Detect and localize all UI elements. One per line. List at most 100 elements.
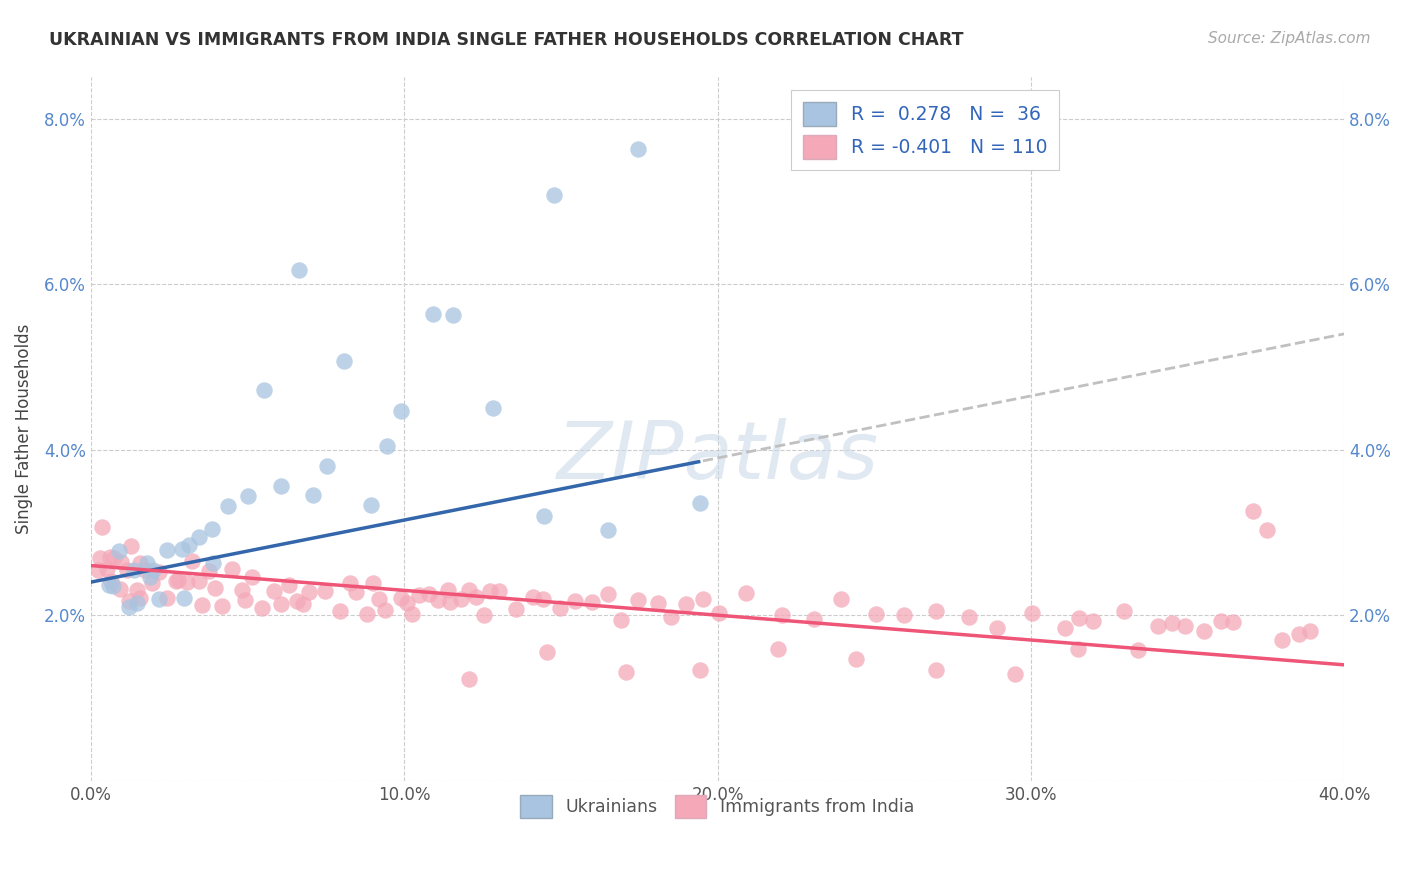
Point <box>1241 504 1264 518</box>
Point <box>581 595 603 609</box>
Point <box>450 591 472 606</box>
Point <box>118 599 141 614</box>
Point <box>464 590 486 604</box>
Point <box>240 570 263 584</box>
Point <box>292 597 315 611</box>
Point <box>1222 615 1244 629</box>
Point <box>356 607 378 621</box>
Point <box>103 551 125 566</box>
Point <box>368 591 391 606</box>
Point <box>302 488 325 502</box>
Point <box>437 582 460 597</box>
Point <box>1256 523 1278 537</box>
Point <box>627 592 650 607</box>
Point <box>1126 643 1149 657</box>
Point <box>1271 632 1294 647</box>
Point <box>564 594 586 608</box>
Point <box>627 142 650 156</box>
Point <box>986 621 1008 635</box>
Point <box>488 583 510 598</box>
Point <box>675 597 697 611</box>
Point <box>201 522 224 536</box>
Point <box>735 585 758 599</box>
Point <box>250 601 273 615</box>
Point <box>536 645 558 659</box>
Point <box>134 563 156 577</box>
Point <box>190 598 212 612</box>
Point <box>458 673 481 687</box>
Point <box>288 263 311 277</box>
Point <box>478 583 501 598</box>
Point <box>115 563 138 577</box>
Point <box>427 593 450 607</box>
Point <box>270 597 292 611</box>
Point <box>389 591 412 605</box>
Point <box>1114 603 1136 617</box>
Point <box>1146 619 1168 633</box>
Point <box>418 586 440 600</box>
Point <box>142 563 165 577</box>
Point <box>766 641 789 656</box>
Point <box>156 591 179 605</box>
Point <box>236 489 259 503</box>
Point <box>177 538 200 552</box>
Point <box>201 556 224 570</box>
Point <box>110 582 132 596</box>
Point <box>1209 614 1232 628</box>
Point <box>374 603 396 617</box>
Point <box>550 600 572 615</box>
Point <box>98 550 121 565</box>
Point <box>233 592 256 607</box>
Point <box>689 663 711 677</box>
Point <box>360 498 382 512</box>
Point <box>124 563 146 577</box>
Point <box>865 607 887 621</box>
Point <box>395 596 418 610</box>
Point <box>120 539 142 553</box>
Point <box>1004 666 1026 681</box>
Point <box>1174 618 1197 632</box>
Point <box>375 439 398 453</box>
Point <box>100 574 122 589</box>
Point <box>830 591 852 606</box>
Point <box>129 557 152 571</box>
Point <box>110 555 132 569</box>
Point <box>596 523 619 537</box>
Point <box>103 579 125 593</box>
Point <box>277 578 299 592</box>
Point <box>198 564 221 578</box>
Point <box>659 609 682 624</box>
Point <box>401 607 423 621</box>
Point <box>87 564 110 578</box>
Point <box>1067 611 1090 625</box>
Point <box>647 596 669 610</box>
Point <box>148 565 170 579</box>
Point <box>141 575 163 590</box>
Point <box>482 401 505 415</box>
Point <box>408 588 430 602</box>
Text: UKRAINIAN VS IMMIGRANTS FROM INDIA SINGLE FATHER HOUSEHOLDS CORRELATION CHART: UKRAINIAN VS IMMIGRANTS FROM INDIA SINGL… <box>49 31 963 49</box>
Point <box>217 499 239 513</box>
Text: Source: ZipAtlas.com: Source: ZipAtlas.com <box>1208 31 1371 46</box>
Point <box>1053 621 1076 635</box>
Point <box>138 569 160 583</box>
Point <box>441 308 464 322</box>
Point <box>925 663 948 677</box>
Point <box>211 599 233 613</box>
Point <box>118 593 141 607</box>
Point <box>148 591 170 606</box>
Point <box>176 575 198 590</box>
Point <box>98 577 121 591</box>
Point <box>204 581 226 595</box>
Point <box>957 610 980 624</box>
Point <box>770 607 793 622</box>
Point <box>533 509 555 524</box>
Point <box>439 595 461 609</box>
Point <box>472 608 495 623</box>
Text: ZIPatlas: ZIPatlas <box>557 418 879 496</box>
Point <box>344 584 367 599</box>
Point <box>924 604 946 618</box>
Point <box>845 651 868 665</box>
Y-axis label: Single Father Households: Single Father Households <box>15 324 32 534</box>
Point <box>339 576 361 591</box>
